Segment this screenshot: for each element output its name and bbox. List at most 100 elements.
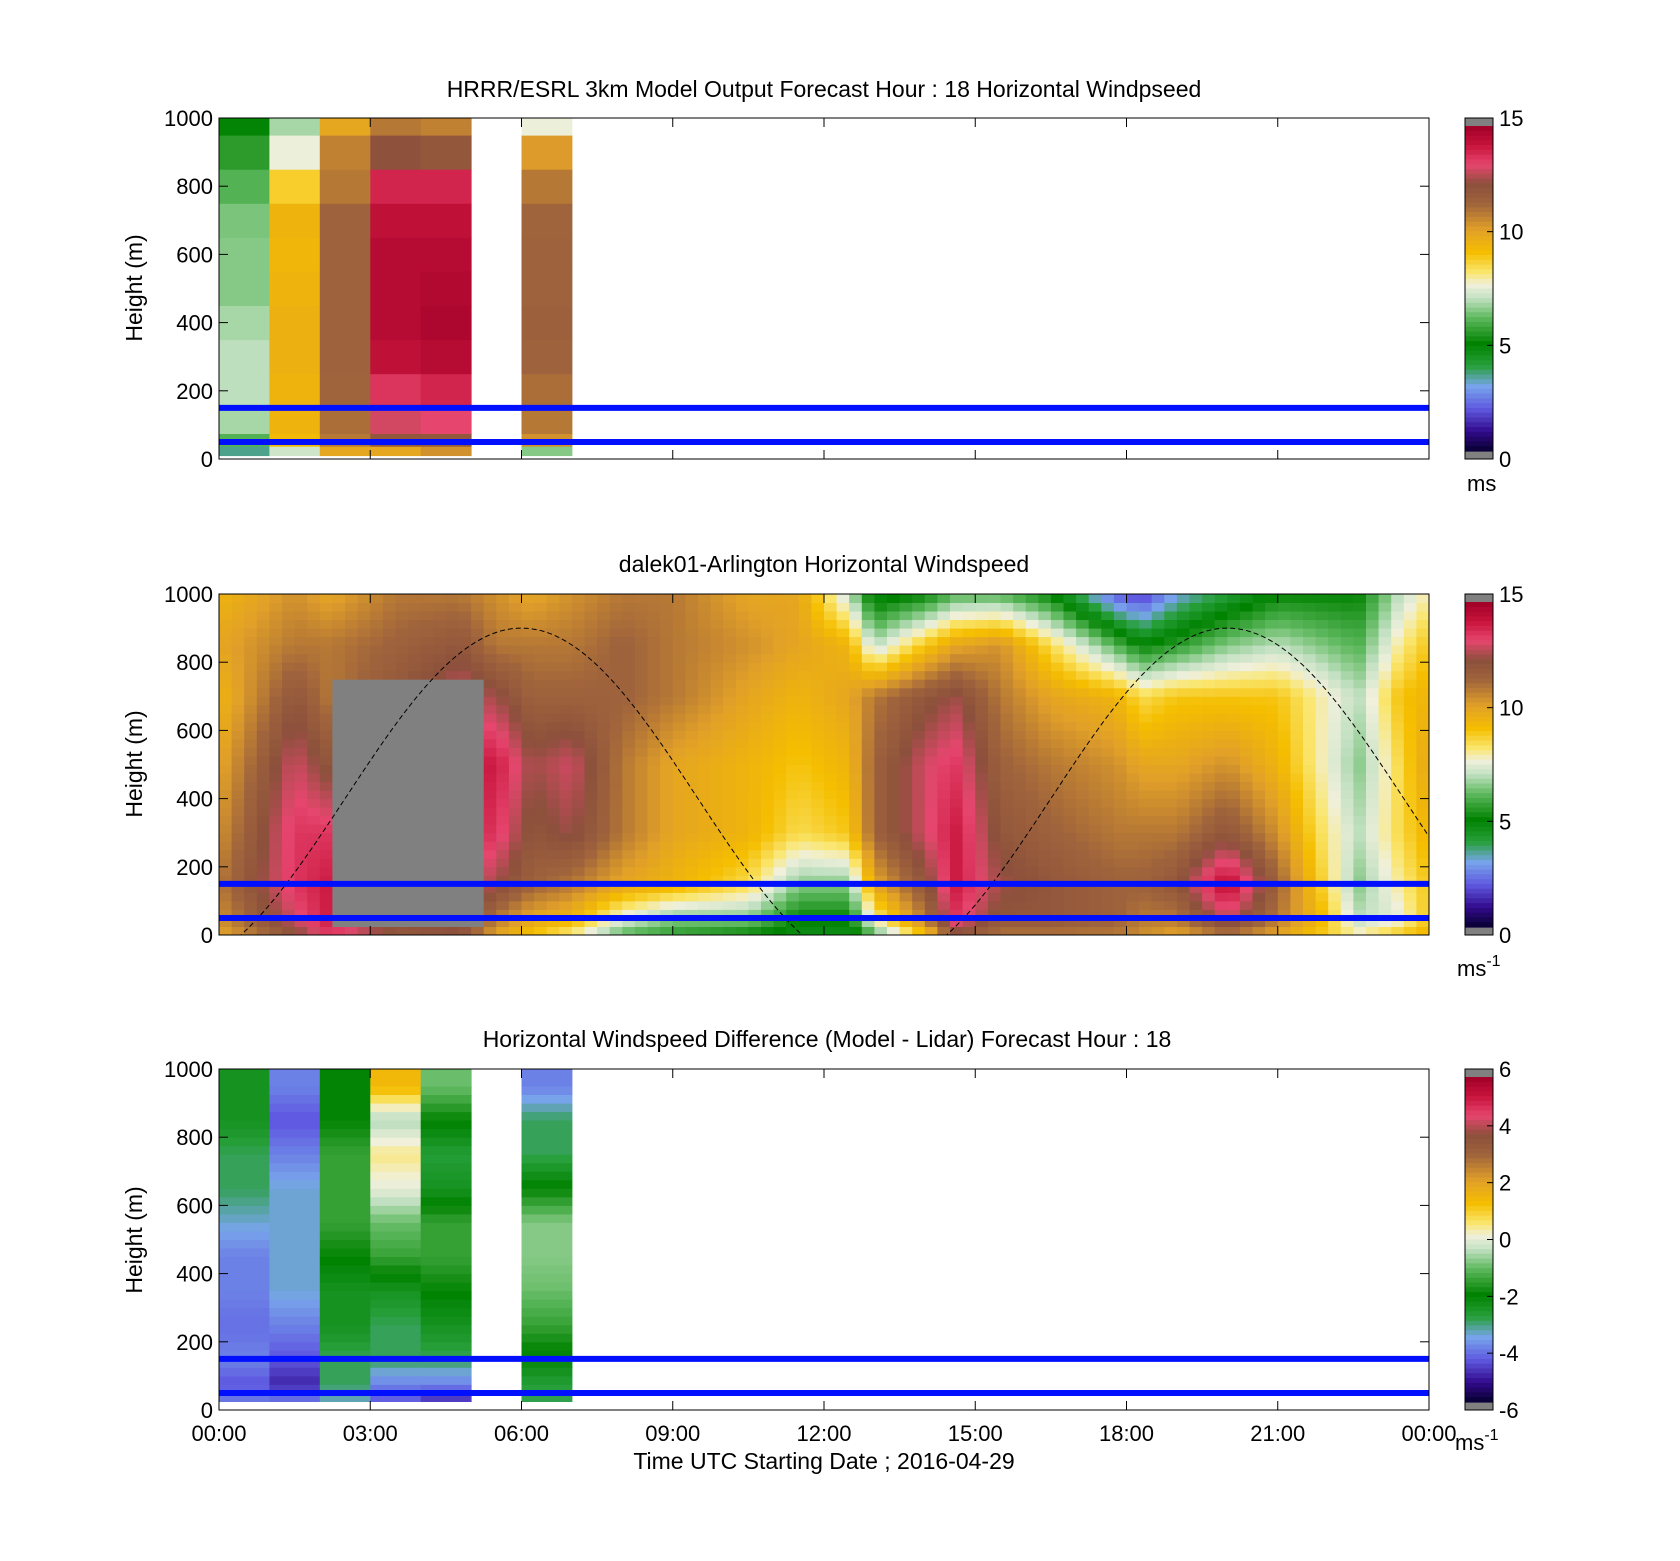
lidar-cell <box>546 909 560 919</box>
lidar-cell <box>924 721 938 731</box>
lidar-cell <box>1252 841 1266 851</box>
lidar-cell <box>256 807 270 817</box>
lidar-cell <box>1214 721 1228 731</box>
lidar-cell <box>609 670 623 680</box>
model-cell <box>420 407 472 434</box>
lidar-cell <box>950 815 964 825</box>
lidar-cell <box>899 730 913 740</box>
lidar-cell <box>1353 918 1367 927</box>
lidar-cell <box>458 747 472 757</box>
difference-cell <box>219 1222 270 1232</box>
lidar-cell <box>773 841 787 851</box>
lidar-cell <box>559 858 573 868</box>
lidar-cell <box>231 764 245 774</box>
lidar-cell <box>1013 687 1027 697</box>
lidar-cell <box>546 790 560 800</box>
lidar-cell <box>1050 730 1064 740</box>
lidar-cell <box>231 849 245 859</box>
lidar-cell <box>1315 790 1329 800</box>
lidar-cell <box>307 832 321 842</box>
panel-lidar: dalek01-Arlington Horizontal Windspeed 0… <box>121 551 1523 981</box>
lidar-cell <box>508 926 522 935</box>
lidar-cell <box>357 738 371 748</box>
lidar-cell <box>924 807 938 817</box>
lidar-cell <box>1139 619 1153 629</box>
lidar-cell <box>1050 909 1064 919</box>
lidar-cell <box>1126 841 1140 851</box>
lidar-cell <box>534 909 548 919</box>
lidar-cell <box>660 611 674 620</box>
lidar-cell <box>420 611 434 620</box>
lidar-cell <box>824 619 838 629</box>
lidar-cell <box>1151 807 1165 817</box>
lidar-cell <box>1063 679 1077 689</box>
lidar-cell <box>622 858 636 868</box>
colorbar-swatch <box>1465 711 1493 718</box>
lidar-cell <box>1214 849 1228 859</box>
lidar-cell <box>685 738 699 748</box>
lidar-cell <box>811 841 825 851</box>
difference-cell <box>420 1393 472 1402</box>
lidar-cell <box>1303 875 1317 885</box>
lidar-cell <box>420 721 434 731</box>
lidar-cell <box>395 602 409 612</box>
lidar-cell <box>1239 653 1253 663</box>
lidar-cell <box>282 696 296 706</box>
lidar-cell <box>508 738 522 748</box>
lidar-cell <box>773 653 787 663</box>
lidar-cell <box>1391 790 1405 800</box>
lidar-cell <box>345 730 359 740</box>
lidar-cell <box>1239 594 1253 603</box>
lidar-cell <box>471 696 485 706</box>
lidar-cell <box>798 790 812 800</box>
lidar-cell <box>1013 670 1027 680</box>
lidar-cell <box>1189 841 1203 851</box>
lidar-cell <box>1303 764 1317 774</box>
lidar-cell <box>433 704 447 714</box>
lidar-cell <box>219 704 233 714</box>
lidar-cell <box>458 815 472 825</box>
lidar-cell <box>1403 670 1417 680</box>
colorbar-swatch <box>1465 1363 1493 1370</box>
lidar-cell <box>887 892 901 902</box>
lidar-cell <box>1366 824 1380 834</box>
lidar-cell <box>1113 747 1127 757</box>
difference-cell <box>319 1154 371 1164</box>
lidar-cell <box>1265 832 1279 842</box>
lidar-cell <box>244 687 258 697</box>
lidar-cell <box>710 704 724 714</box>
lidar-cell <box>1101 619 1115 629</box>
lidar-cell <box>912 645 926 655</box>
lidar-cell <box>1189 773 1203 782</box>
lidar-cell <box>975 918 989 927</box>
lidar-cell <box>786 832 800 842</box>
lidar-cell <box>319 645 333 655</box>
lidar-cell <box>1353 645 1367 655</box>
lidar-cell <box>987 628 1001 638</box>
lidar-cell <box>269 909 283 919</box>
lidar-cell <box>1076 764 1090 774</box>
lidar-cell <box>761 883 775 893</box>
lidar-cell <box>1000 738 1014 748</box>
lidar-cell <box>256 849 270 859</box>
lidar-cell <box>723 773 737 782</box>
lidar-cell <box>1000 628 1014 638</box>
lidar-cell <box>559 670 573 680</box>
lidar-cell <box>962 892 976 902</box>
lidar-cell <box>1176 662 1190 672</box>
lidar-cell <box>647 704 661 714</box>
lidar-cell <box>571 773 585 782</box>
lidar-cell <box>748 730 762 740</box>
lidar-cell <box>1403 849 1417 859</box>
lidar-cell <box>849 892 863 902</box>
lidar-cell <box>786 875 800 885</box>
lidar-cell <box>924 815 938 825</box>
lidar-cell <box>1277 611 1291 620</box>
lidar-cell <box>912 747 926 757</box>
lidar-cell <box>1101 866 1115 876</box>
lidar-cell <box>1076 696 1090 706</box>
lidar-cell <box>294 594 308 603</box>
lidar-cell <box>597 662 611 672</box>
lidar-cell <box>1303 662 1317 672</box>
